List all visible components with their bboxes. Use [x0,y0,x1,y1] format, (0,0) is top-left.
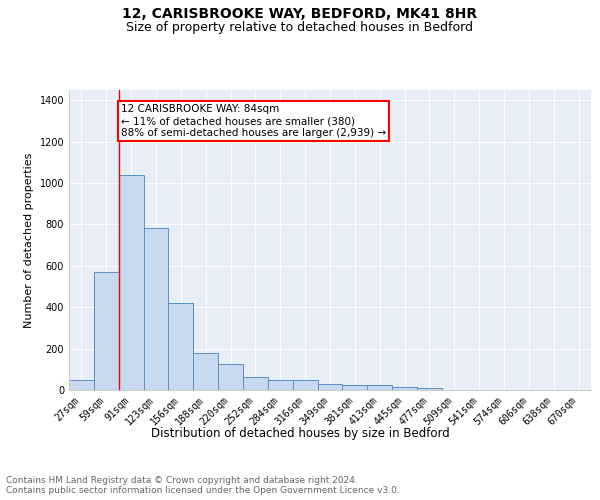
Bar [218,364,243,390]
Text: Size of property relative to detached houses in Bedford: Size of property relative to detached ho… [127,21,473,34]
Bar [268,380,293,390]
Bar [343,386,367,390]
Bar [143,228,169,390]
Bar [293,380,317,390]
Text: Distribution of detached houses by size in Bedford: Distribution of detached houses by size … [151,428,449,440]
Bar [317,384,343,390]
Text: 12, CARISBROOKE WAY, BEDFORD, MK41 8HR: 12, CARISBROOKE WAY, BEDFORD, MK41 8HR [122,8,478,22]
Bar [169,303,193,390]
Bar [367,386,392,390]
Bar [392,388,417,390]
Bar [94,272,119,390]
Bar [417,388,442,390]
Bar [243,376,268,390]
Bar [119,175,143,390]
Text: Contains HM Land Registry data © Crown copyright and database right 2024.
Contai: Contains HM Land Registry data © Crown c… [6,476,400,495]
Bar [193,353,218,390]
Text: 12 CARISBROOKE WAY: 84sqm
← 11% of detached houses are smaller (380)
88% of semi: 12 CARISBROOKE WAY: 84sqm ← 11% of detac… [121,104,386,138]
Bar [69,380,94,390]
Y-axis label: Number of detached properties: Number of detached properties [24,152,34,328]
